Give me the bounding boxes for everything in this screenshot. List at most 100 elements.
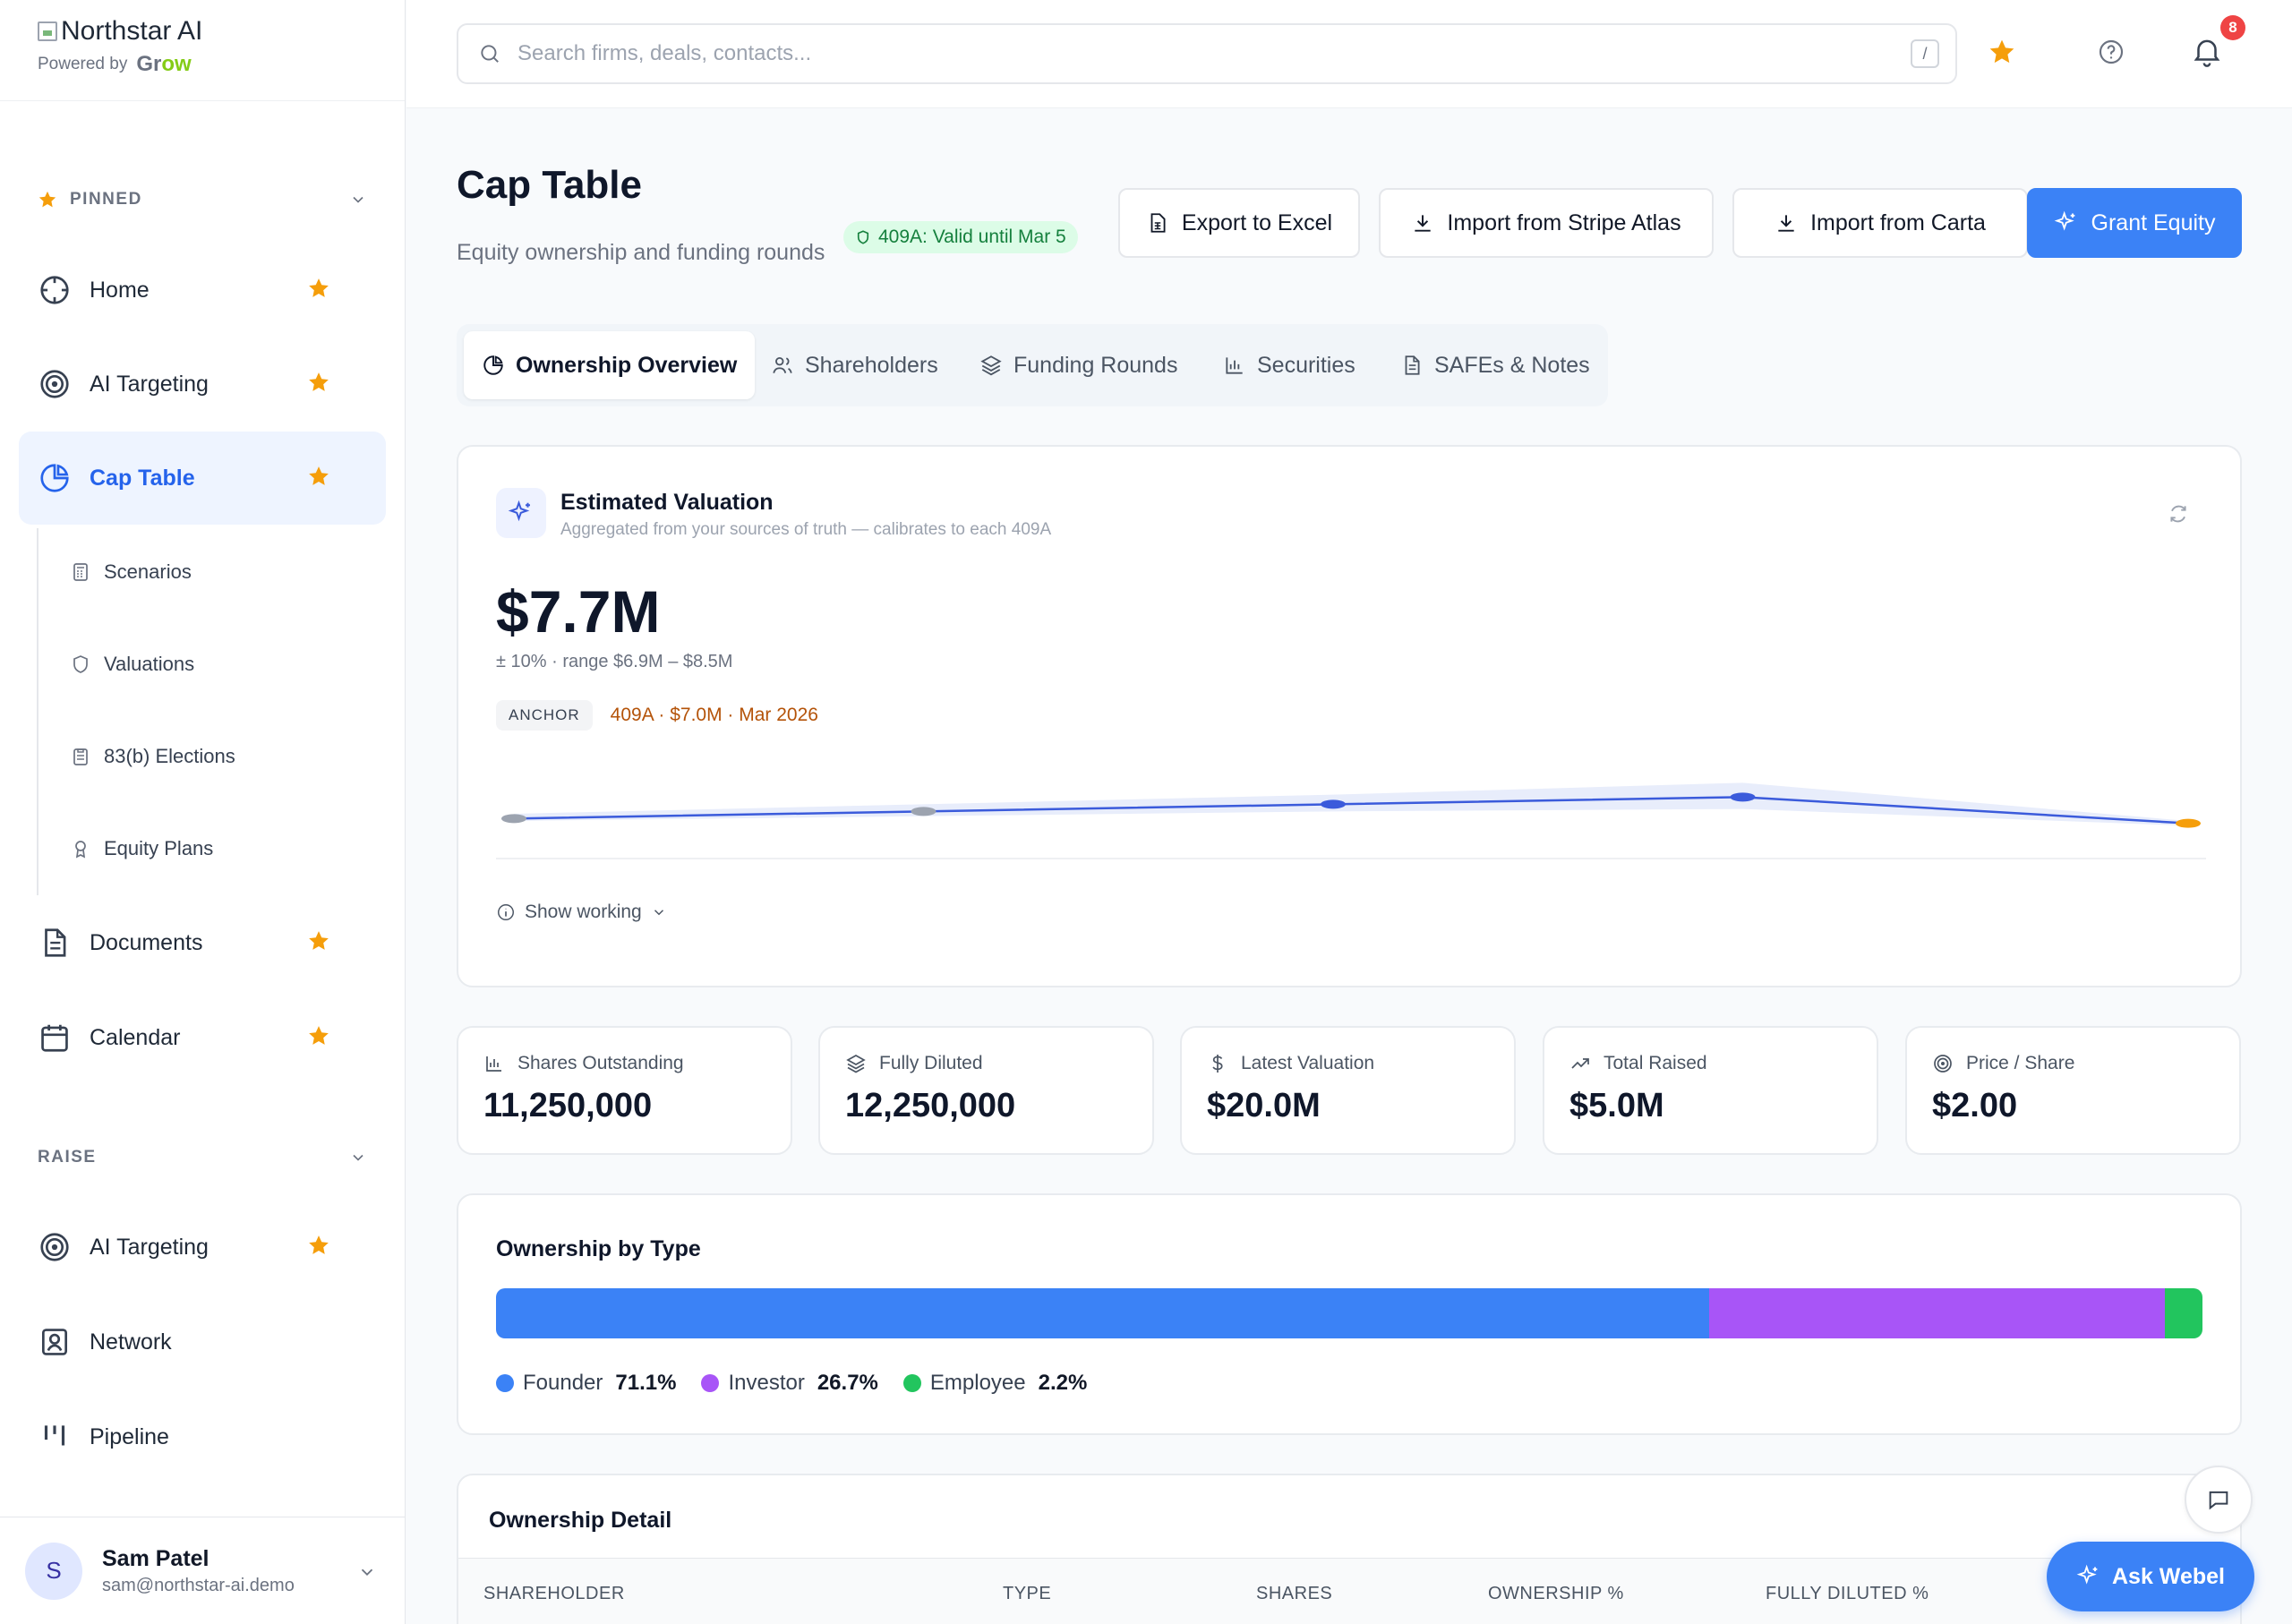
import-carta-button[interactable]: Import from Carta	[1732, 188, 2028, 258]
help-icon[interactable]	[2097, 38, 2125, 66]
feedback-button[interactable]	[2185, 1466, 2253, 1534]
show-working-label: Show working	[525, 902, 642, 922]
button-label: Export to Excel	[1181, 209, 1333, 235]
raise-section-header[interactable]: RAISE	[38, 1148, 367, 1167]
sidebar-item-calendar[interactable]: Calendar	[19, 991, 386, 1084]
sparkles-icon	[2076, 1564, 2098, 1585]
legend-value: 26.7%	[817, 1371, 878, 1395]
calculator-icon	[73, 563, 88, 581]
anchor-value: 409A · $7.0M · Mar 2026	[610, 705, 818, 725]
button-label: Grant Equity	[2091, 209, 2216, 235]
star-icon[interactable]	[307, 371, 330, 394]
column-header-ownership[interactable]: OWNERSHIP %	[1488, 1584, 1624, 1603]
legend-founder: Founder 71.1%	[496, 1371, 676, 1396]
pipeline-icon	[44, 1425, 65, 1446]
tab-label: SAFEs & Notes	[1434, 352, 1590, 378]
sidebar-subitem-scenarios[interactable]: Scenarios	[70, 560, 192, 584]
valuation-point[interactable]	[1730, 792, 1756, 802]
sidebar-subitem-valuations[interactable]: Valuations	[70, 653, 194, 676]
star-icon[interactable]	[307, 277, 330, 300]
show-working-toggle[interactable]: Show working	[496, 902, 667, 923]
column-header-type[interactable]: TYPE	[1003, 1584, 1052, 1603]
valuation-title: Estimated Valuation	[560, 490, 774, 515]
sidebar-item-network[interactable]: Network	[19, 1295, 386, 1389]
valuation-badge	[496, 488, 546, 538]
favorites-star-icon[interactable]	[1988, 38, 2016, 66]
user-meta: Sam Patel sam@northstar-ai.demo	[102, 1546, 295, 1596]
valuation-point[interactable]	[1321, 799, 1346, 809]
ownership-detail-title: Ownership Detail	[489, 1508, 672, 1533]
tab-shareholders[interactable]: Shareholders	[771, 331, 938, 399]
anchor-tag: ANCHOR	[496, 700, 593, 731]
star-icon[interactable]	[307, 929, 330, 953]
refresh-icon[interactable]	[2167, 502, 2190, 526]
search-input[interactable]: Search firms, deals, contacts... /	[457, 23, 1957, 84]
export-excel-button[interactable]: Export to Excel	[1118, 188, 1360, 258]
legend-investor: Investor 26.7%	[701, 1371, 878, 1396]
brand-name: Northstar AI	[61, 16, 203, 46]
sidebar-item-ai-targeting[interactable]: AI Targeting	[19, 338, 386, 431]
ask-assistant-label: Ask Webel	[2112, 1563, 2225, 1589]
info-icon	[498, 904, 514, 920]
stat-fully-diluted: Fully Diluted 12,250,000	[818, 1026, 1154, 1155]
stat-label: Total Raised	[1569, 1053, 1707, 1074]
target-icon	[40, 1233, 69, 1261]
valuation-point[interactable]	[501, 814, 526, 824]
search-placeholder: Search firms, deals, contacts...	[517, 41, 812, 65]
tab-bar: Ownership Overview Shareholders Funding …	[457, 324, 1608, 406]
legend-dot	[902, 1374, 921, 1392]
download-icon	[1778, 215, 1794, 232]
sidebar-subitem-label: Scenarios	[104, 560, 192, 583]
tab-safes-notes[interactable]: SAFEs & Notes	[1400, 331, 1590, 399]
star-icon[interactable]	[307, 465, 330, 488]
tab-ownership-overview[interactable]: Ownership Overview	[464, 331, 756, 399]
ask-assistant-button[interactable]: Ask Webel	[2047, 1542, 2254, 1611]
valuation-point[interactable]	[911, 807, 936, 816]
award-icon	[75, 841, 86, 859]
tab-securities[interactable]: Securities	[1223, 331, 1356, 399]
sidebar-subitem-label: Equity Plans	[104, 837, 214, 859]
column-header-shares[interactable]: SHARES	[1256, 1584, 1333, 1603]
valuation-card: Estimated Valuation Aggregated from your…	[457, 445, 2242, 987]
user-menu[interactable]: S Sam Patel sam@northstar-ai.demo	[0, 1517, 406, 1624]
legend-value: 2.2%	[1038, 1371, 1088, 1395]
ownership-segment-investor	[1709, 1288, 2166, 1338]
column-header-fully-diluted[interactable]: FULLY DILUTED %	[1766, 1584, 1929, 1603]
document-icon	[1405, 355, 1420, 375]
sparkles-icon	[2054, 210, 2074, 231]
logo-image-icon	[38, 21, 57, 41]
bell-icon[interactable]	[2190, 34, 2224, 68]
document-icon	[45, 928, 66, 957]
sidebar-item-raise-ai-targeting[interactable]: AI Targeting	[19, 1201, 386, 1294]
star-icon[interactable]	[307, 1024, 330, 1047]
sidebar-item-cap-table[interactable]: Cap Table	[19, 432, 386, 525]
chevron-down-icon	[353, 1154, 363, 1161]
submenu-guide-line	[37, 528, 38, 895]
pinned-section-header[interactable]: PINNED	[38, 190, 367, 209]
ownership-segment-employee	[2165, 1288, 2202, 1338]
chevron-down-icon	[654, 910, 663, 916]
star-icon	[38, 191, 56, 208]
grant-equity-button[interactable]: Grant Equity	[2027, 188, 2242, 258]
import-stripe-button[interactable]: Import from Stripe Atlas	[1379, 188, 1714, 258]
tab-funding-rounds[interactable]: Funding Rounds	[979, 331, 1177, 399]
legend-employee: Employee 2.2%	[902, 1371, 1088, 1396]
status-badge-label: 409A: Valid until Mar 5	[878, 227, 1066, 247]
stat-label: Price / Share	[1932, 1053, 2074, 1074]
sidebar-subitem-83b-elections[interactable]: 83(b) Elections	[70, 745, 235, 768]
sidebar-item-home[interactable]: Home	[19, 244, 386, 337]
legend-value: 71.1%	[615, 1371, 677, 1395]
sidebar-subitem-equity-plans[interactable]: Equity Plans	[70, 837, 213, 860]
star-icon[interactable]	[307, 1234, 330, 1257]
button-label: Import from Stripe Atlas	[1447, 209, 1681, 235]
partner-logo: Grow	[136, 52, 192, 76]
stat-shares-outstanding: Shares Outstanding 11,250,000	[457, 1026, 792, 1155]
sidebar-item-documents[interactable]: Documents	[19, 896, 386, 989]
sidebar-item-label: Calendar	[90, 1024, 181, 1050]
column-header-shareholder[interactable]: SHAREHOLDER	[483, 1584, 625, 1603]
chevron-down-icon	[353, 196, 363, 203]
logo[interactable]: Northstar AI	[38, 16, 405, 47]
valuation-point[interactable]	[2176, 818, 2201, 828]
valuation-anchor: ANCHOR 409A · $7.0M · Mar 2026	[496, 700, 818, 731]
sidebar-item-pipeline[interactable]: Pipeline	[19, 1390, 386, 1483]
